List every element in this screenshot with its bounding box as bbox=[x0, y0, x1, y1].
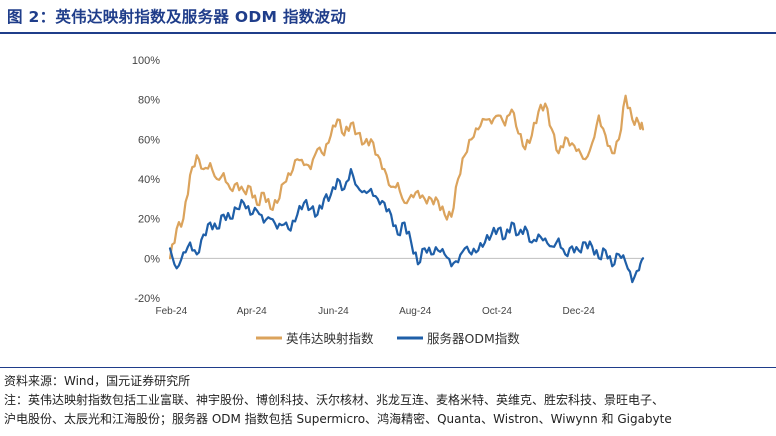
x-tick-label: Jun-24 bbox=[318, 306, 349, 317]
series-line bbox=[168, 94, 645, 260]
x-tick-label: Apr-24 bbox=[237, 306, 267, 317]
y-tick-label: 100% bbox=[132, 55, 160, 67]
line-chart: 100% 80% 60% 40% 20% 0% -20% Feb-24 Apr-24 Jun-2… bbox=[132, 55, 645, 346]
y-tick-label: 0% bbox=[144, 253, 160, 265]
x-axis: Feb-24 Apr-24 Jun-24 Aug-24 Oct-24 Dec-24 bbox=[155, 306, 595, 317]
legend-label: 英伟达映射指数 bbox=[286, 331, 374, 346]
legend-label: 服务器ODM指数 bbox=[427, 331, 520, 346]
title-divider bbox=[0, 32, 776, 34]
x-tick-label: Feb-24 bbox=[155, 306, 187, 317]
y-tick-label: -20% bbox=[134, 293, 160, 305]
source-note: 资料来源：Wind，国元证券研究所 bbox=[4, 374, 191, 388]
constituents-note-1: 注：英伟达映射指数包括工业富联、神宇股份、博创科技、沃尔核材、兆龙互连、麦格米特… bbox=[4, 393, 665, 407]
legend: 英伟达映射指数 服务器ODM指数 bbox=[256, 331, 520, 346]
x-tick-label: Oct-24 bbox=[482, 306, 512, 317]
series-lines bbox=[168, 94, 645, 284]
figure-title: 图 2：英伟达映射指数及服务器 ODM 指数波动 bbox=[7, 8, 347, 26]
series-line bbox=[168, 168, 645, 284]
x-tick-label: Aug-24 bbox=[399, 306, 432, 317]
constituents-note-2: 沪电股份、太辰光和江海股份；服务器 ODM 指数包括 Supermicro、鸿海… bbox=[4, 412, 672, 426]
x-tick-label: Dec-24 bbox=[563, 306, 596, 317]
y-tick-label: 60% bbox=[138, 134, 160, 146]
y-tick-label: 40% bbox=[138, 174, 160, 186]
notes: 资料来源：Wind，国元证券研究所 注：英伟达映射指数包括工业富联、神宇股份、博… bbox=[4, 372, 774, 429]
notes-divider bbox=[0, 367, 776, 368]
y-axis: 100% 80% 60% 40% 20% 0% -20% bbox=[132, 55, 160, 305]
y-tick-label: 20% bbox=[138, 214, 160, 226]
y-tick-label: 80% bbox=[138, 95, 160, 107]
